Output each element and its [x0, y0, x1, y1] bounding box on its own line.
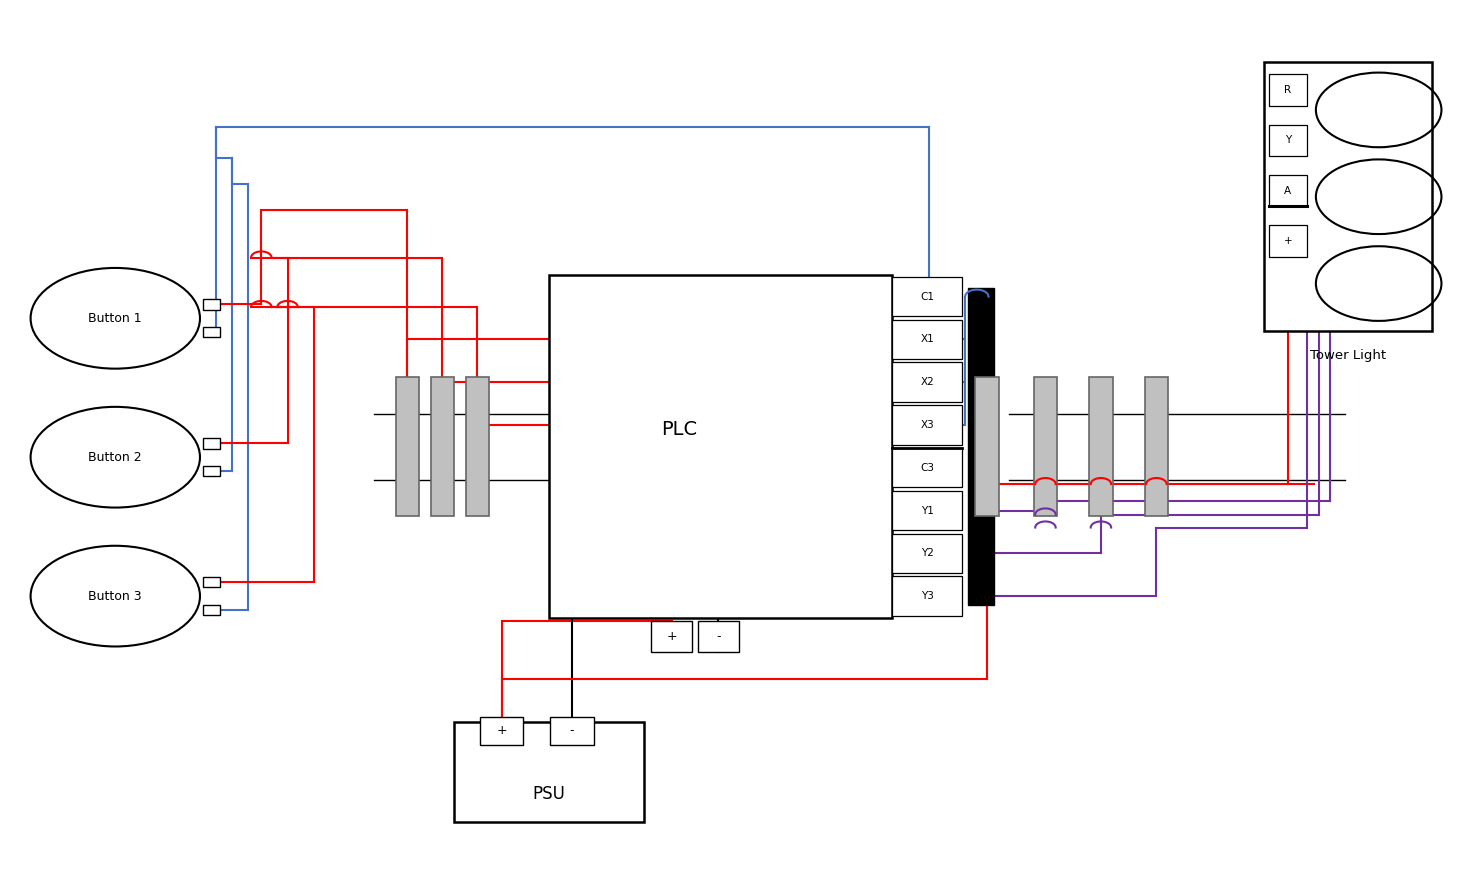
Bar — [892, 534, 963, 573]
Bar — [1268, 226, 1306, 257]
Bar — [651, 621, 692, 652]
Bar — [1268, 175, 1306, 206]
Text: A: A — [1285, 186, 1292, 196]
Bar — [892, 448, 963, 488]
Bar — [1268, 125, 1306, 156]
Bar — [892, 320, 963, 359]
Bar — [892, 491, 963, 530]
Bar — [1144, 377, 1167, 517]
Text: Y: Y — [1285, 135, 1290, 145]
Text: +: + — [1283, 236, 1292, 246]
Text: Button 1: Button 1 — [88, 312, 142, 325]
Bar — [203, 577, 221, 587]
Bar — [454, 722, 644, 822]
Text: -: - — [715, 630, 721, 643]
Text: R: R — [1285, 85, 1292, 95]
Bar — [203, 327, 221, 337]
Text: Button 2: Button 2 — [88, 450, 142, 463]
Text: Button 3: Button 3 — [88, 590, 142, 603]
Text: X2: X2 — [920, 377, 933, 388]
Bar — [480, 717, 524, 745]
Text: +: + — [496, 724, 506, 737]
Bar — [1268, 74, 1306, 105]
Bar — [395, 377, 418, 517]
Text: Y2: Y2 — [920, 549, 933, 558]
Bar — [976, 377, 999, 517]
Bar — [892, 362, 963, 402]
Text: +: + — [666, 630, 677, 643]
Text: X1: X1 — [920, 334, 933, 344]
Bar — [203, 438, 221, 449]
Text: C1: C1 — [920, 292, 935, 301]
Bar — [969, 288, 995, 604]
Bar — [892, 577, 963, 616]
Bar — [430, 377, 454, 517]
Bar — [1264, 62, 1432, 331]
Text: Tower Light: Tower Light — [1311, 349, 1387, 362]
Bar — [203, 466, 221, 476]
Text: -: - — [569, 724, 573, 737]
Bar — [550, 717, 594, 745]
Bar — [465, 377, 489, 517]
Bar — [892, 405, 963, 444]
Text: X3: X3 — [920, 420, 933, 430]
Text: PLC: PLC — [661, 420, 698, 439]
Bar — [1090, 377, 1113, 517]
Text: Y1: Y1 — [920, 505, 933, 516]
Text: C3: C3 — [920, 463, 935, 473]
Bar — [1034, 377, 1058, 517]
Bar — [892, 277, 963, 316]
Text: Y3: Y3 — [920, 591, 933, 601]
Bar — [203, 604, 221, 615]
Text: PSU: PSU — [533, 785, 565, 803]
Bar — [698, 621, 739, 652]
Bar — [549, 275, 892, 618]
Bar — [203, 300, 221, 309]
